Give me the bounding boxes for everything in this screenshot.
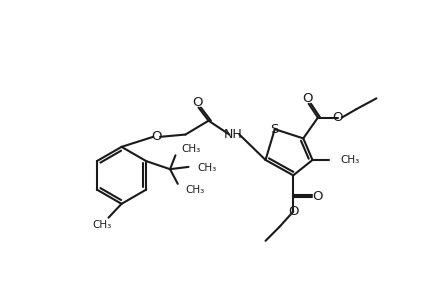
- Text: S: S: [271, 123, 279, 136]
- Text: O: O: [288, 205, 298, 218]
- Text: CH₃: CH₃: [186, 185, 205, 195]
- Text: CH₃: CH₃: [198, 163, 217, 173]
- Text: O: O: [302, 92, 312, 105]
- Text: CH₃: CH₃: [182, 144, 201, 154]
- Text: O: O: [151, 130, 161, 143]
- Text: O: O: [333, 111, 343, 124]
- Text: CH₃: CH₃: [93, 220, 112, 230]
- Text: O: O: [192, 96, 202, 109]
- Text: NH: NH: [224, 128, 242, 141]
- Text: O: O: [313, 190, 323, 203]
- Text: CH₃: CH₃: [340, 155, 359, 165]
